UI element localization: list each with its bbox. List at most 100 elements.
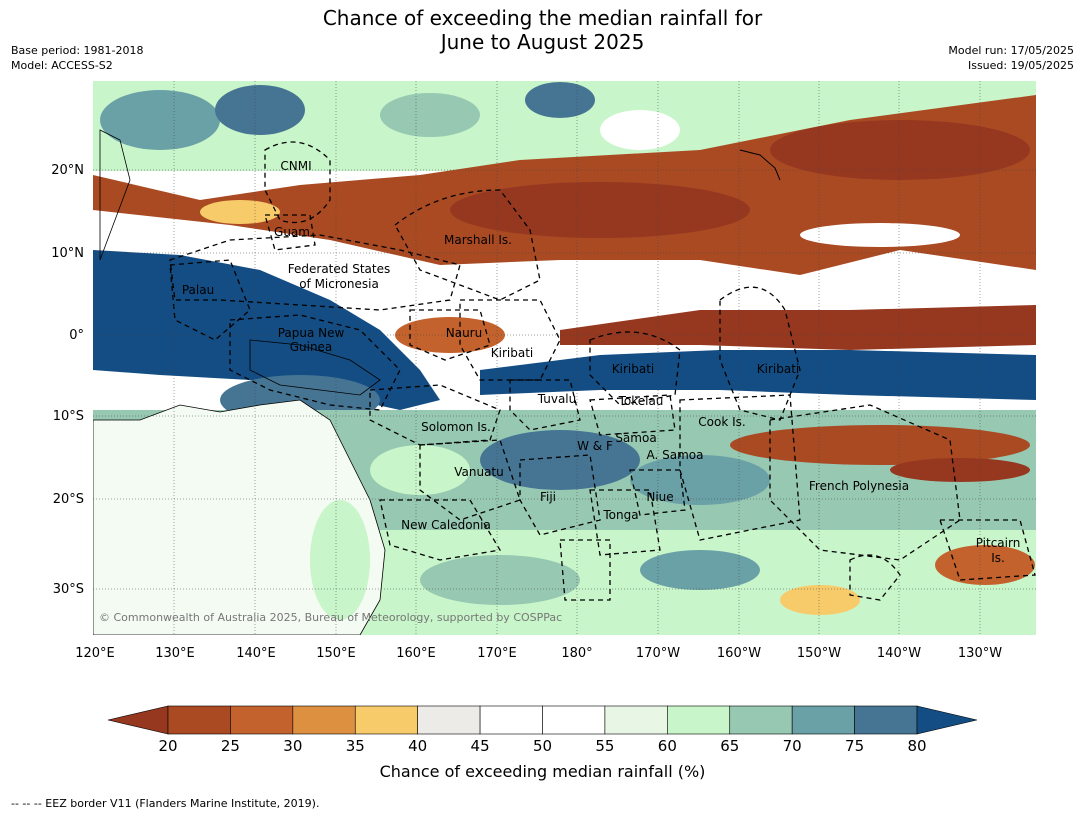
wet-east: [480, 350, 1036, 400]
lon-labels: 120°E 130°E 140°E 150°E 160°E 170°E 180°…: [75, 646, 1002, 661]
colorbar-cell: [604, 705, 668, 735]
graticule: [93, 81, 1036, 635]
south-blob-2: [630, 455, 770, 505]
eez-pitcairn: [939, 519, 1036, 581]
eez-niue: [629, 469, 686, 516]
copyright-text: © Commonwealth of Australia 2025, Bureau…: [99, 611, 562, 624]
colorbar-cell: [292, 705, 356, 735]
eez-kermadec: [559, 539, 611, 601]
region-label: Is.: [991, 551, 1005, 565]
lon-label: 140°W: [877, 646, 921, 661]
colorbar-tick-labels: 20 25 30 35 40 45 50 55 60 65 70 75 80: [158, 737, 926, 755]
field-north-blob-5: [600, 110, 680, 150]
colorbar-tick-label: 35: [346, 737, 365, 755]
colorbar-tick-label: 65: [720, 737, 739, 755]
eez-fiji: [519, 454, 601, 536]
wet-west: [93, 250, 440, 410]
far-south-blob-3: [780, 585, 860, 615]
field-north-blob-2: [215, 85, 305, 135]
colorbar-cell: [479, 705, 543, 735]
colorbar-cell: [542, 705, 606, 735]
region-label: Fiji: [540, 490, 556, 504]
colorbar-label: Chance of exceeding median rainfall (%): [379, 762, 706, 781]
dry-core-2: [770, 120, 1030, 180]
region-label: Kiribati: [491, 346, 533, 360]
colorbar-tick-label: 50: [533, 737, 552, 755]
colorbar-cell: [729, 705, 793, 735]
colorbar-tick-label: 25: [221, 737, 240, 755]
field-north-blob-3: [380, 93, 480, 137]
title-line-1: Chance of exceeding the median rainfall …: [322, 6, 763, 30]
colorbar-tick-label: 80: [907, 737, 926, 755]
lon-label: 130°W: [958, 646, 1002, 661]
colorbar-tick-label: 75: [845, 737, 864, 755]
lon-label: 140°E: [236, 646, 276, 661]
lon-label: 160°W: [717, 646, 761, 661]
lat-label: 20°N: [51, 163, 84, 178]
field-north-blob-4: [525, 82, 595, 118]
lon-label: 170°W: [636, 646, 680, 661]
dry-core-1: [450, 182, 750, 238]
dry-edge-1: [200, 200, 280, 224]
lat-labels: 20°N 10°N 0° 10°S 20°S 30°S: [51, 163, 84, 597]
region-label: New Caledonia: [401, 518, 491, 532]
field-north-blob-1: [100, 90, 220, 150]
lat-label: 20°S: [53, 492, 84, 507]
eez-tuvalu: [509, 379, 581, 431]
rainfall-field: [93, 81, 1036, 635]
colorbar-cell: [417, 705, 481, 735]
south-blob-3: [370, 445, 470, 495]
region-label: French Polynesia: [809, 479, 909, 493]
philippines-landmass: [99, 129, 131, 261]
region-label: Samoa: [615, 431, 656, 445]
lon-label: 130°E: [155, 646, 195, 661]
eez-new-caledonia: [379, 499, 502, 561]
model-name: Model: ACCESS-S2: [11, 59, 113, 72]
eez-kiribati-line: [719, 286, 801, 421]
colorbar-tick-label: 20: [158, 737, 177, 755]
lon-label: 160°E: [396, 646, 436, 661]
colorbar-tick-label: 60: [658, 737, 677, 755]
region-label: Palau: [182, 283, 214, 297]
colorbar-cells: [167, 705, 918, 735]
region-label: Kiribati: [757, 362, 799, 376]
meta-right: Model run: 17/05/2025 Issued: 19/05/2025: [948, 43, 1074, 73]
map-panel: CNMI Guam Marshall Is. Federated States …: [51, 81, 1036, 661]
lat-label: 10°N: [51, 246, 84, 261]
eez-tokelau: [589, 394, 676, 436]
colorbar-tick-label: 45: [471, 737, 490, 755]
colorbar-above-arrow: [916, 705, 978, 735]
eez-marshall: [394, 189, 541, 301]
colorbar-cell: [854, 705, 918, 735]
region-label: Guinea: [290, 340, 333, 354]
lat-label: 0°: [69, 328, 84, 343]
base-period: Base period: 1981-2018: [11, 44, 144, 57]
region-label: CNMI: [280, 159, 311, 173]
title-line-2: June to August 2025: [440, 30, 645, 54]
colorbar-cell: [167, 705, 231, 735]
far-south-blob-2: [640, 550, 760, 590]
australia-green: [310, 500, 370, 620]
region-label: Guam: [274, 225, 310, 239]
eez-solomon: [369, 384, 501, 446]
eez-cnmi: [264, 141, 331, 224]
region-label: Tonga: [602, 508, 638, 522]
lat-label: 10°S: [53, 409, 84, 424]
colorbar-tick-label: 70: [783, 737, 802, 755]
region-label: Cook Is.: [698, 415, 745, 429]
far-south-blob-1: [420, 555, 580, 605]
chart-title: Chance of exceeding the median rainfall …: [0, 6, 1085, 54]
eez-png: [229, 314, 401, 411]
region-label: W & F: [577, 439, 613, 453]
lat-label: 30°S: [53, 582, 84, 597]
eez-note: -- -- -- EEZ border V11 (Flanders Marine…: [11, 797, 320, 810]
region-label: Vanuatu: [454, 465, 504, 479]
region-label: Tuvalu: [537, 392, 577, 406]
colorbar-cell: [354, 705, 418, 735]
region-label: Kiribati: [612, 362, 654, 376]
dry-band-equator: [560, 305, 1036, 350]
dry-edge-2: [800, 223, 960, 247]
eez-nauru: [409, 309, 491, 361]
region-label: Federated States: [288, 262, 390, 276]
